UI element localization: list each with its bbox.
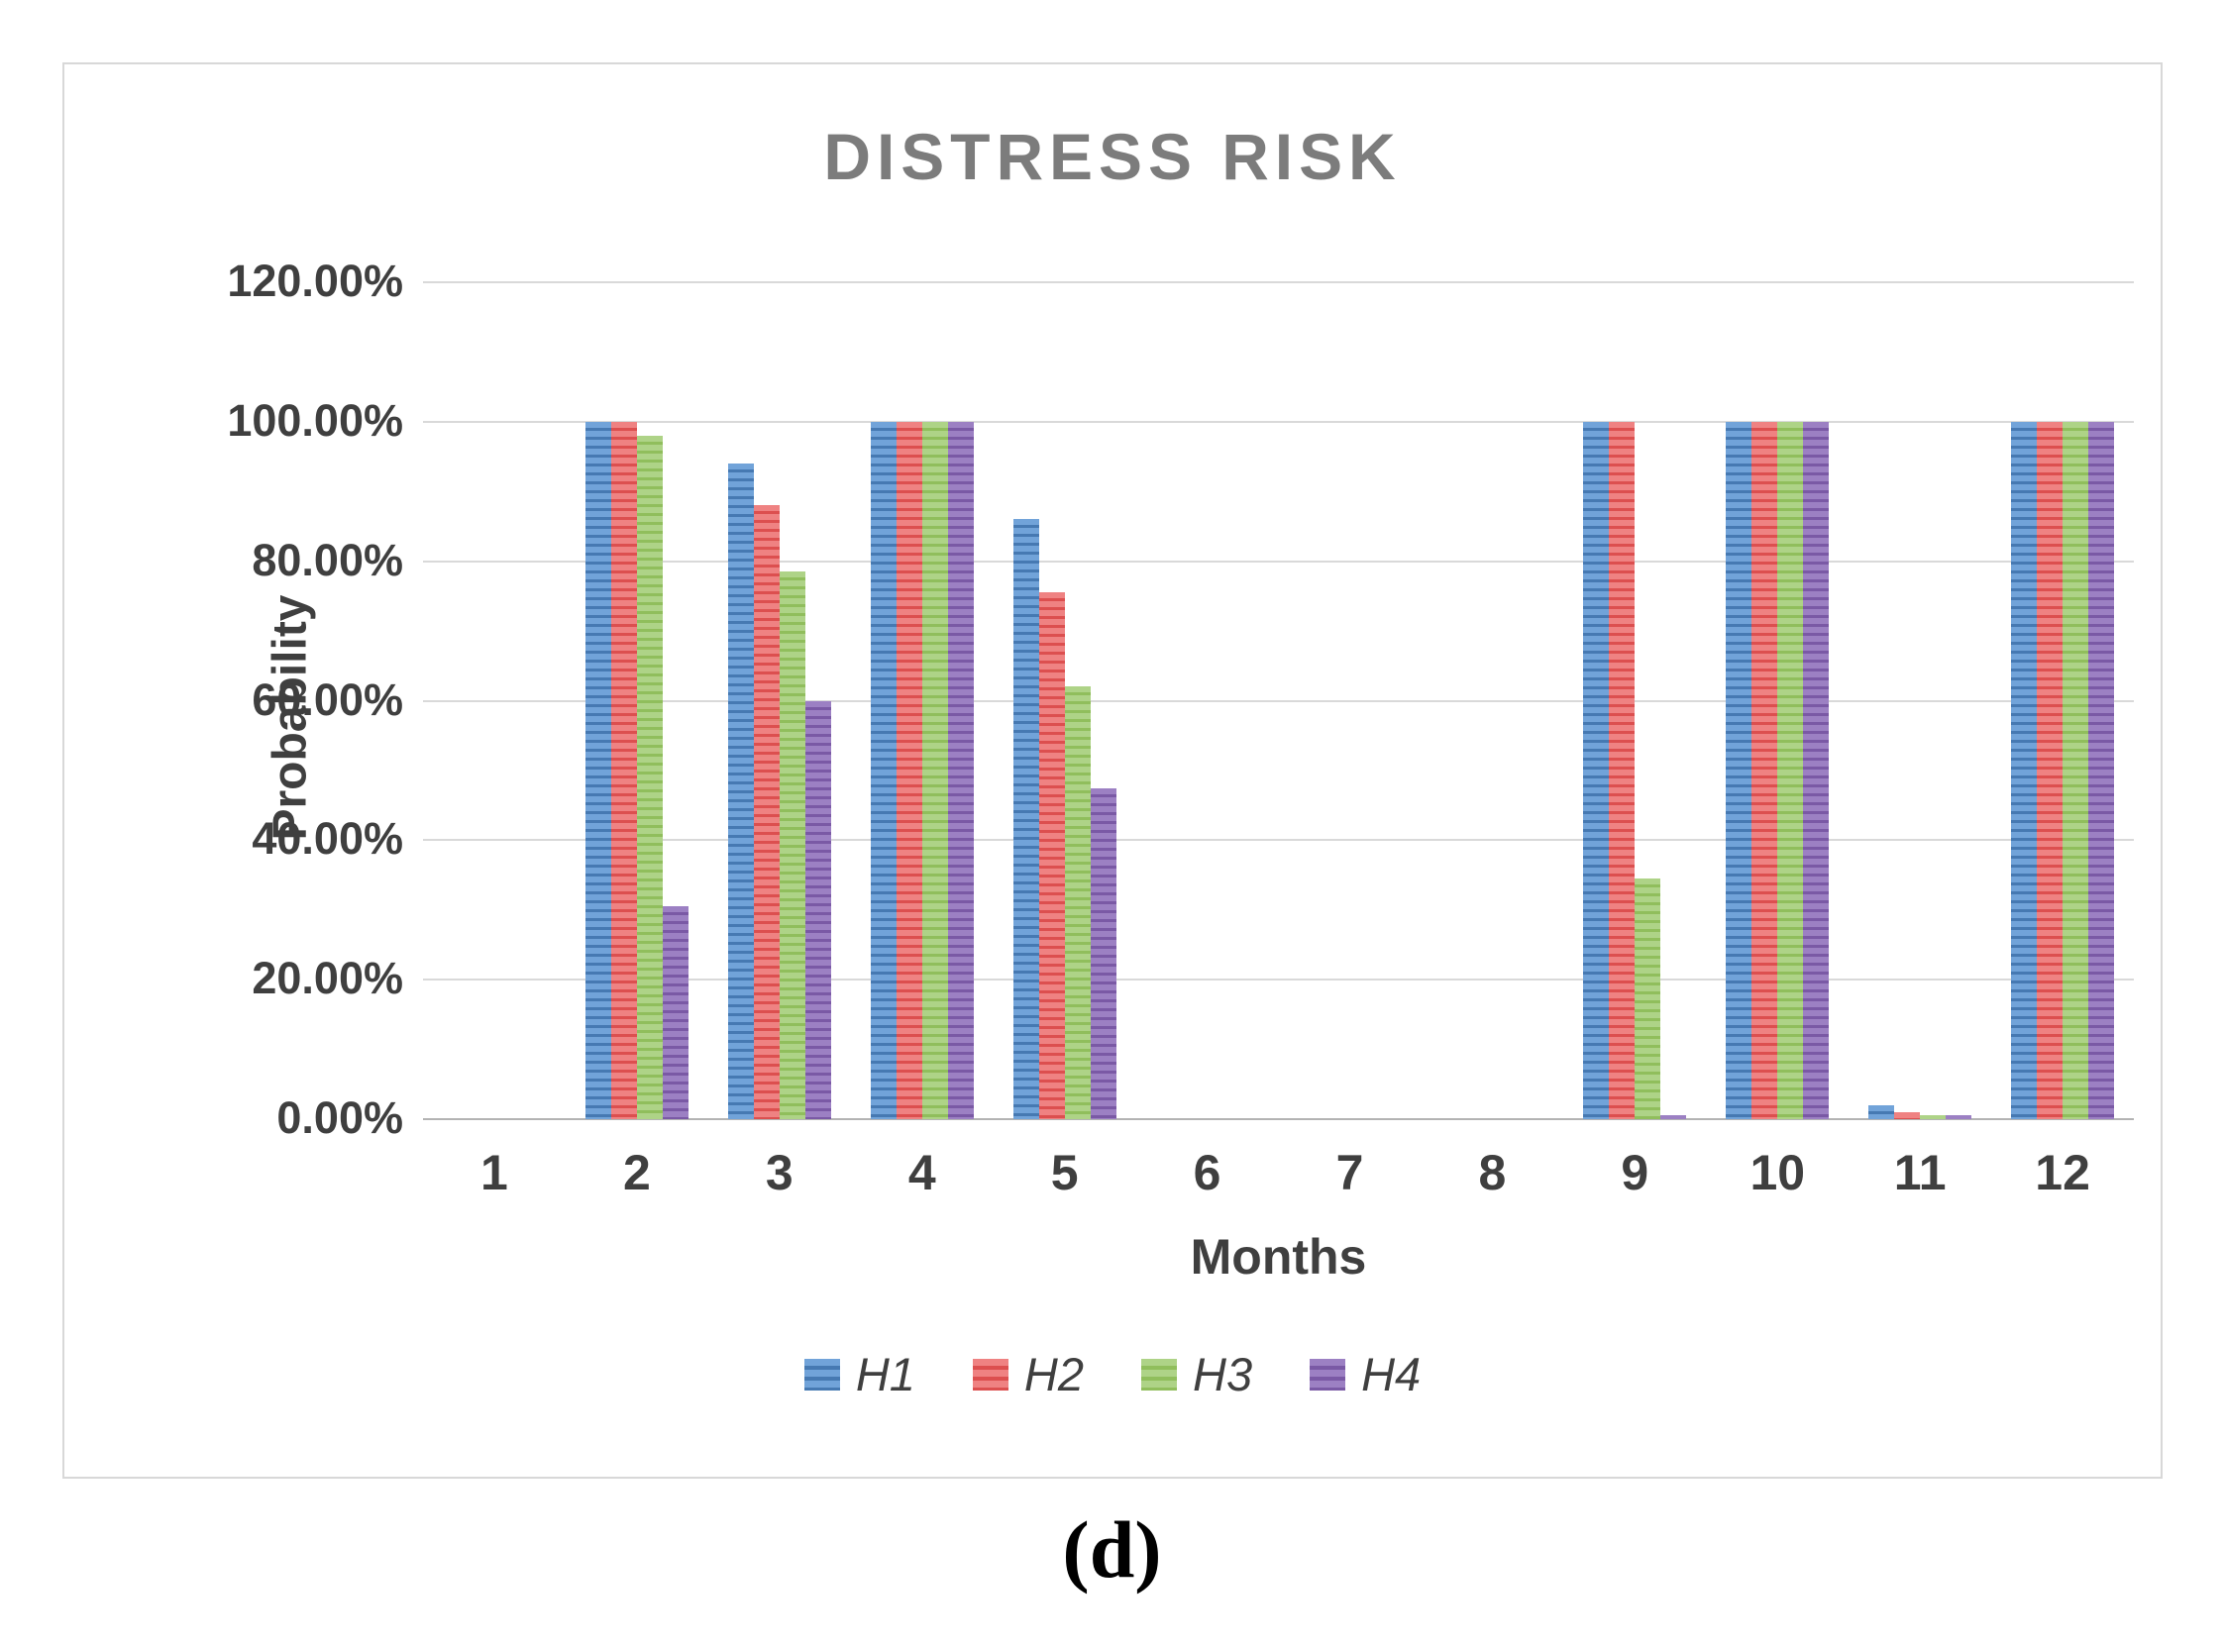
- y-tick-label: 0.00%: [276, 1092, 403, 1143]
- bar-h2-month-9: [1609, 421, 1636, 1119]
- bar-h2-month-4: [896, 421, 922, 1119]
- bar-h2-month-10: [1751, 421, 1778, 1119]
- legend: H1 H2 H3 H4: [64, 1347, 2161, 1401]
- legend-swatch-h2: [972, 1358, 1008, 1391]
- legend-swatch-h3: [1141, 1358, 1177, 1391]
- legend-item-h1: H1: [803, 1347, 915, 1401]
- bar-h4-month-5: [1090, 787, 1116, 1119]
- gridline: [423, 560, 2134, 563]
- bar-h4-month-12: [2088, 421, 2115, 1119]
- bar-h3-month-5: [1064, 686, 1091, 1119]
- bar-h2-month-5: [1038, 592, 1065, 1119]
- x-axis-title: Months: [1190, 1229, 1367, 1285]
- bar-h3-month-3: [779, 571, 805, 1119]
- bar-group-month-3: [708, 282, 851, 1119]
- bar-h4-month-2: [662, 906, 688, 1119]
- legend-label-h1: H1: [855, 1348, 915, 1400]
- figure-caption: (d): [1062, 1504, 1162, 1595]
- bar-h2-month-12: [2037, 421, 2064, 1119]
- bar-h3-month-2: [636, 435, 663, 1119]
- x-axis-tick-labels: 1 2 3 4 5 6 7 8 9 10 11 12: [423, 1144, 2134, 1201]
- chart-panel: DISTRESS RISK Probability 120.00% 100.00%…: [62, 62, 2163, 1479]
- bar-h1-month-2: [584, 421, 611, 1119]
- bar-group-month-1: [423, 282, 566, 1119]
- legend-swatch-h1: [803, 1358, 840, 1391]
- legend-label-h2: H2: [1023, 1348, 1084, 1400]
- y-tick-label: 100.00%: [227, 394, 403, 446]
- bar-h1-month-10: [1726, 421, 1752, 1119]
- bar-h3-month-12: [2063, 421, 2089, 1119]
- bar-h4-month-4: [947, 421, 974, 1119]
- gridline: [423, 839, 2134, 842]
- bar-h4-month-10: [1803, 421, 1830, 1119]
- gridline: [423, 420, 2134, 423]
- plot-area: [423, 281, 2134, 1120]
- bar-h2-month-2: [610, 421, 637, 1119]
- x-tick-label-3: 3: [765, 1145, 794, 1200]
- bar-h3-month-9: [1635, 878, 1661, 1119]
- bar-group-month-9: [1563, 282, 1706, 1119]
- chart-title: DISTRESS RISK: [823, 120, 1402, 193]
- bar-h1-month-5: [1012, 519, 1039, 1119]
- legend-item-h4: H4: [1310, 1347, 1421, 1401]
- x-tick-label-8: 8: [1478, 1145, 1507, 1200]
- y-tick-label: 120.00%: [227, 256, 403, 306]
- y-tick-label: 20.00%: [252, 953, 403, 1004]
- x-tick-label-11: 11: [1893, 1145, 1947, 1200]
- bar-group-month-6: [1136, 282, 1279, 1119]
- bar-h2-month-11: [1894, 1111, 1921, 1119]
- bar-group-month-8: [1421, 282, 1563, 1119]
- y-tick-label: 80.00%: [252, 534, 403, 585]
- bar-h1-month-12: [2011, 421, 2038, 1119]
- bar-h1-month-3: [727, 464, 754, 1119]
- bar-h4-month-11: [1946, 1115, 1972, 1119]
- bar-h2-month-3: [753, 505, 780, 1119]
- y-tick-label: 60.00%: [252, 673, 403, 725]
- bar-h1-month-9: [1583, 421, 1610, 1119]
- x-tick-label-1: 1: [480, 1145, 508, 1200]
- x-tick-label-4: 4: [907, 1145, 936, 1200]
- bar-group-month-11: [1849, 282, 1991, 1119]
- gridline: [423, 699, 2134, 702]
- x-tick-label-5: 5: [1050, 1145, 1079, 1200]
- x-tick-label-12: 12: [2035, 1145, 2090, 1200]
- bar-group-month-10: [1706, 282, 1849, 1119]
- bar-group-month-5: [994, 282, 1136, 1119]
- bar-group-month-2: [566, 282, 708, 1119]
- bar-h1-month-11: [1868, 1104, 1895, 1119]
- y-tick-label: 40.00%: [252, 813, 403, 865]
- x-tick-label-9: 9: [1621, 1145, 1649, 1200]
- gridline: [423, 281, 2134, 283]
- bar-h1-month-4: [870, 421, 897, 1119]
- bar-h4-month-3: [804, 700, 831, 1119]
- legend-label-h4: H4: [1361, 1348, 1422, 1400]
- x-tick-label-6: 6: [1193, 1145, 1221, 1200]
- x-axis-line: [423, 1118, 2134, 1120]
- gridline: [423, 979, 2134, 981]
- bar-h3-month-11: [1920, 1115, 1947, 1119]
- bar-h3-month-4: [921, 421, 948, 1119]
- bar-group-month-7: [1279, 282, 1422, 1119]
- bar-group-month-4: [851, 282, 994, 1119]
- x-tick-label-10: 10: [1749, 1145, 1806, 1200]
- bar-h3-month-10: [1777, 421, 1804, 1119]
- bar-h4-month-9: [1660, 1115, 1687, 1119]
- x-tick-label-7: 7: [1335, 1145, 1364, 1200]
- legend-label-h3: H3: [1193, 1348, 1253, 1400]
- bar-group-month-12: [1991, 282, 2134, 1119]
- x-tick-label-2: 2: [622, 1145, 651, 1200]
- legend-item-h3: H3: [1141, 1347, 1252, 1401]
- legend-swatch-h4: [1310, 1358, 1346, 1391]
- bar-series-area: [423, 282, 2134, 1119]
- legend-item-h2: H2: [972, 1347, 1084, 1401]
